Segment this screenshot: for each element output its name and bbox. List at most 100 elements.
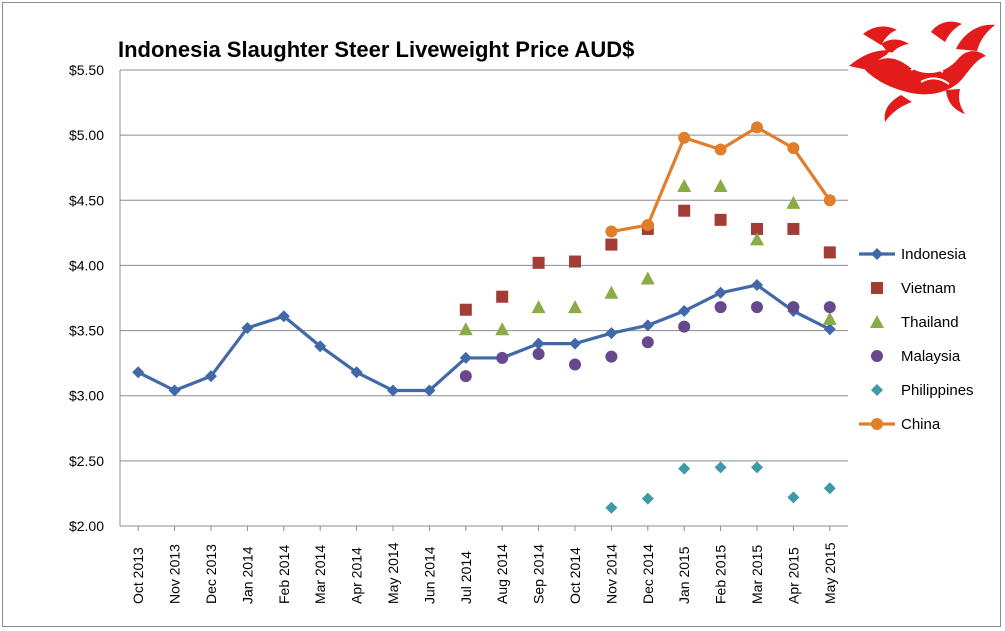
malaysia-circle-marker [569,358,581,371]
y-tick-label: $3.00 [69,388,104,404]
indonesia-diamond-marker [241,321,254,334]
series-malaysia [459,301,836,383]
vietnam-square-marker [678,204,691,217]
x-tick-label: Jun 2014 [421,546,437,604]
legend-label: China [901,416,941,433]
malaysia-circle-marker [678,320,691,333]
philippines-diamond-marker [751,461,763,474]
legend-thailand-triangle-marker [870,315,884,328]
x-tick-label: Mar 2014 [312,545,328,604]
legend-item-malaysia: Malaysia [871,348,961,365]
thailand-triangle-marker [531,300,546,314]
malaysia-circle-marker [714,301,727,314]
indonesia-diamond-marker [132,366,145,379]
legend-item-indonesia: Indonesia [859,246,967,263]
indonesia-diamond-marker [823,323,836,336]
y-tick-label: $4.00 [69,257,104,273]
y-tick-label: $3.50 [69,323,104,339]
x-tick-label: Oct 2014 [567,547,583,604]
x-tick-label: Feb 2015 [713,545,729,604]
legend-item-thailand: Thailand [870,314,959,331]
series-layer [132,121,837,514]
indonesia-series-line [136,283,832,393]
x-tick-label: Oct 2013 [130,547,146,604]
y-tick-label: $5.00 [69,127,104,143]
y-tick-label: $2.50 [69,453,104,469]
legend-label: Malaysia [901,348,961,365]
thailand-triangle-marker [495,322,510,336]
indonesia-diamond-marker [459,351,472,364]
thailand-triangle-marker [677,178,692,192]
vietnam-square-marker [605,238,618,251]
indonesia-diamond-marker [641,319,654,332]
legend-item-philippines: Philippines [871,382,974,399]
indonesia-diamond-marker [678,305,691,318]
china-circle-marker [751,121,763,134]
legend: Indonesia Vietnam Thailand Malaysia Philippi… [859,246,974,433]
legend-item-vietnam: Vietnam [871,280,956,297]
legend-label: Thailand [901,314,959,331]
series-thailand [458,178,837,336]
x-tick-label: Feb 2014 [276,545,292,604]
x-tick-label: Sep 2014 [531,544,547,604]
china-circle-marker [787,142,800,155]
x-tick-label: Mar 2015 [749,545,765,604]
legend-vietnam-square-marker [871,282,883,294]
indonesia-diamond-marker [605,327,618,340]
indonesia-diamond-marker [423,384,436,397]
x-tick-label: May 2014 [385,542,401,604]
vietnam-square-marker [787,222,800,235]
malaysia-circle-marker [787,301,800,314]
philippines-diamond-marker [605,501,618,514]
indonesia-diamond-marker [387,384,399,397]
thailand-triangle-marker [786,195,801,209]
thailand-triangle-marker [458,322,473,336]
vietnam-square-marker [751,222,763,235]
china-circle-marker [823,194,836,207]
chart-title: Indonesia Slaughter Steer Liveweight Pri… [118,37,634,62]
vietnam-square-marker [714,213,727,226]
vietnam-square-marker [496,290,509,303]
legend-indonesia-diamond-marker [871,248,883,260]
malaysia-circle-marker [605,350,618,363]
gridlines [120,69,848,462]
legend-philippines-diamond-marker [871,384,883,396]
series-vietnam [459,204,836,316]
thailand-triangle-marker [640,271,655,285]
indonesia-diamond-marker [277,310,290,323]
thailand-triangle-marker [568,300,582,314]
indonesia-diamond-marker [751,278,763,291]
indonesia-diamond-marker [350,366,363,379]
china-circle-marker [605,225,618,238]
x-tick-label: Nov 2014 [603,544,619,604]
vietnam-square-marker [459,303,472,316]
china-circle-marker [678,131,691,144]
x-tick-label: Dec 2013 [203,544,219,604]
x-tick-label: Nov 2013 [167,544,183,604]
axes: $2.00 $2.50 $3.00 $3.50 $4.00 $4.50 $5.00 $5.50… [69,62,848,604]
philippines-diamond-marker [823,482,836,495]
indonesia-diamond-marker [168,384,181,397]
thailand-triangle-marker [822,311,837,325]
vietnam-square-marker [569,255,581,268]
indonesia-diamond-marker [314,340,327,353]
series-philippines [605,461,836,514]
x-tick-label: Aug 2014 [494,544,510,604]
x-tick-label: Jul 2014 [458,551,474,604]
indonesia-diamond-marker [714,286,727,299]
legend-label: Indonesia [901,246,967,263]
malaysia-circle-marker [751,301,763,314]
philippines-diamond-marker [678,462,691,475]
philippines-diamond-marker [714,461,727,474]
y-tick-label: $5.50 [69,62,104,78]
legend-item-china: China [859,416,941,433]
dragon-icon [849,21,995,122]
legend-label: Philippines [901,382,974,399]
malaysia-circle-marker [641,336,654,349]
malaysia-circle-marker [532,348,545,361]
china-circle-marker [641,219,654,232]
china-circle-marker [714,143,727,156]
thailand-triangle-marker [604,285,619,299]
